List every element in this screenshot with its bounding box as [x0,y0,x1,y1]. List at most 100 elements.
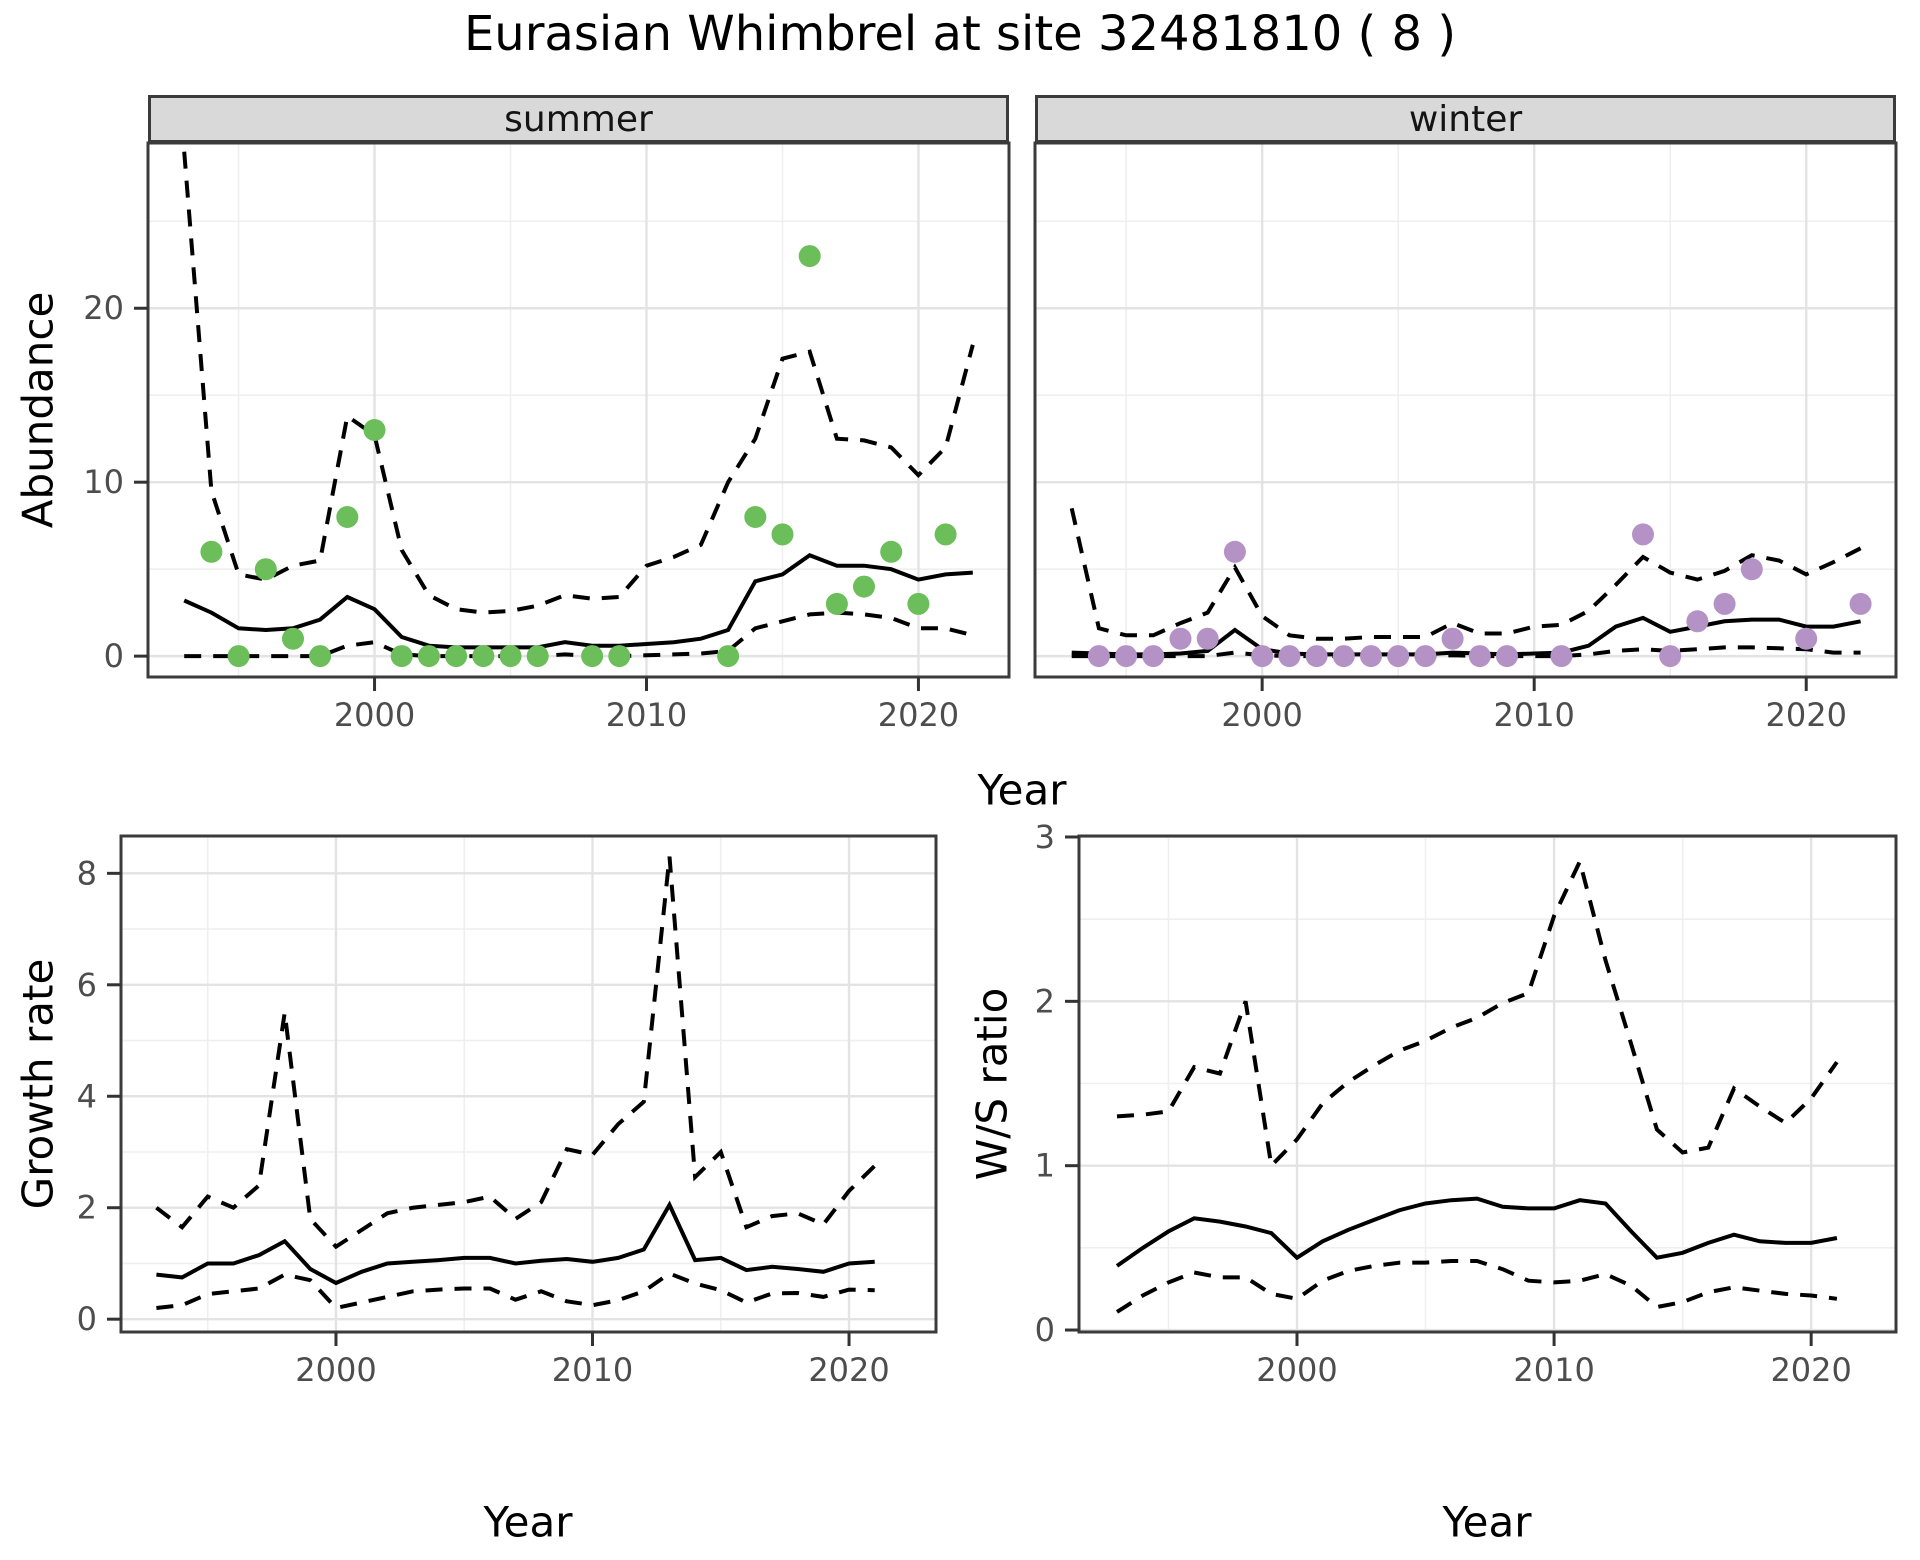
data-point [717,645,740,668]
y-tick-label: 4 [77,1077,97,1115]
y-tick-label: 20 [83,289,124,327]
ws-year-axis-title: Year [1442,1497,1532,1547]
y-tick-label: 0 [104,637,124,675]
data-point [1360,645,1382,668]
data-point [853,575,875,598]
facet-strip-winter: winter [1035,95,1896,143]
data-point [445,645,468,668]
data-point [1251,645,1274,668]
data-point [1169,627,1192,650]
ci-line-upper_ci [182,151,975,615]
data-point [336,506,359,528]
data-point [417,645,440,668]
x-tick-label: 2000 [1256,1351,1337,1389]
mean-line [1071,615,1861,657]
data-point [880,540,903,563]
facet-strip-winter-label: winter [1408,98,1523,140]
y-tick-label: 8 [77,854,97,892]
data-point [1223,540,1246,563]
abundance-axis-title: Abundance [13,291,63,529]
ci-line-lower_ci [1071,645,1861,659]
data-point [499,645,522,668]
data-point [1632,523,1654,546]
y-tick-label: 0 [77,1300,97,1338]
data-point [1795,627,1818,650]
data-point [1441,627,1464,650]
data-point [1468,645,1491,668]
data-point [200,540,223,563]
data-point [227,645,250,668]
data-point [1305,645,1328,668]
x-tick-label: 2010 [606,696,687,734]
x-tick-label: 2010 [1513,1351,1594,1389]
y-tick-label: 1 [1035,1147,1055,1185]
top-year-axis-title: Year [977,765,1067,815]
facet-strip-summer-label: summer [504,98,653,140]
data-point [390,645,413,668]
data-point [1713,592,1736,615]
ws-ratio-axis-title: W/S ratio [967,987,1017,1181]
data-point [1387,645,1410,668]
data-point [309,645,332,668]
panel-border [119,834,938,1334]
data-point [472,645,495,668]
data-point [1332,645,1355,668]
mean-line [1115,1196,1838,1268]
x-tick-label: 2020 [878,696,959,734]
data-point [798,245,821,268]
data-point [526,645,549,668]
ci-line-upper_ci [1116,855,1839,1170]
data-point [581,645,604,668]
data-point [825,592,848,615]
data-point [1550,645,1573,668]
data-point [1849,592,1872,615]
x-tick-label: 2020 [808,1351,889,1389]
panel-border [146,141,1011,679]
data-point [1196,627,1219,650]
data-point [907,592,930,615]
data-point [744,506,767,528]
data-point [1087,645,1110,668]
data-point [1115,645,1138,668]
data-point [1686,610,1709,633]
y-tick-label: 10 [83,463,124,501]
ci-line-lower_ci [156,1271,875,1311]
ci-line-upper_ci [155,856,877,1250]
data-point [254,558,277,581]
ci-line-upper_ci [1069,507,1862,641]
mean-line [156,1200,875,1286]
x-tick-label: 2020 [1766,696,1847,734]
data-point [1278,645,1301,668]
x-tick-label: 2010 [552,1351,633,1389]
data-point [1496,645,1518,668]
panel-background [1035,143,1896,677]
data-point [1659,645,1682,668]
facet-strip-summer: summer [148,95,1009,143]
data-point [1414,645,1437,668]
data-point [608,645,631,668]
y-tick-label: 3 [1035,818,1055,856]
page-title: Eurasian Whimbrel at site 32481810 ( 8 ) [463,6,1457,62]
x-tick-label: 2000 [1221,696,1302,734]
panel-background [121,836,936,1332]
x-tick-label: 2000 [295,1351,376,1389]
panel-border [1033,141,1898,679]
x-tick-label: 2000 [334,696,415,734]
x-tick-label: 2020 [1770,1351,1851,1389]
mean-line [183,552,973,650]
ci-line-lower_ci [1115,1259,1838,1314]
x-tick-label: 2010 [1493,696,1574,734]
growth-rate-axis-title: Growth rate [13,958,63,1210]
data-point [363,419,386,441]
y-tick-label: 2 [77,1189,97,1227]
data-point [1142,645,1165,668]
data-point [282,627,304,650]
y-tick-label: 0 [1035,1311,1055,1349]
y-tick-label: 6 [77,966,97,1004]
data-point [771,523,794,546]
data-point [1740,558,1763,581]
growth-year-axis-title: Year [483,1497,573,1547]
y-tick-label: 2 [1035,982,1055,1020]
